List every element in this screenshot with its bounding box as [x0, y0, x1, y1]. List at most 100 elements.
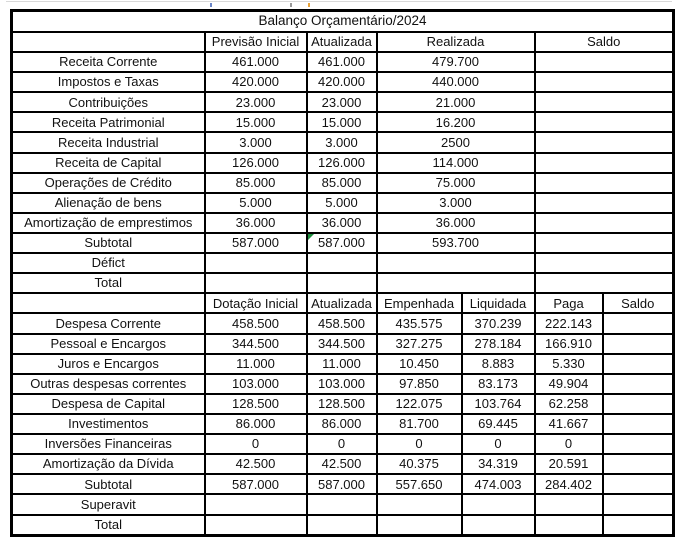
table-title[interactable]: Balanço Orçamentário/2024: [10, 9, 675, 33]
col-header-saldo[interactable]: Saldo: [601, 292, 675, 315]
cell-saldo[interactable]: [533, 252, 675, 275]
row-label[interactable]: Juros e Encargos: [10, 352, 206, 375]
cell-dotacao[interactable]: 86.000: [203, 413, 308, 436]
cell-atualizada[interactable]: 85.000: [305, 171, 378, 194]
cell-realizada[interactable]: [375, 272, 536, 295]
cell-dotacao[interactable]: 103.000: [203, 372, 308, 395]
row-label[interactable]: Outras despesas correntes: [10, 372, 206, 395]
col-header-atualizada[interactable]: Atualizada: [305, 292, 378, 315]
cell-realizada[interactable]: 593.700: [375, 232, 536, 255]
row-label[interactable]: Alienação de bens: [10, 191, 206, 214]
row-label[interactable]: Contribuições: [10, 91, 206, 114]
row-label[interactable]: Inversões Financeiras: [10, 433, 206, 456]
cell-empenhada[interactable]: [375, 493, 463, 516]
cell-saldo[interactable]: [601, 453, 675, 476]
row-label[interactable]: Amortização da Dívida: [10, 453, 206, 476]
cell-realizada[interactable]: 16.200: [375, 111, 536, 134]
col-header-saldo[interactable]: Saldo: [533, 30, 675, 54]
cell-saldo[interactable]: [533, 171, 675, 194]
cell-realizada[interactable]: 75.000: [375, 171, 536, 194]
cell-empenhada[interactable]: [375, 513, 463, 537]
cell-saldo[interactable]: [601, 473, 675, 496]
cell-saldo[interactable]: [533, 111, 675, 134]
col-header-realizada[interactable]: Realizada: [375, 30, 536, 54]
col-header-empty[interactable]: [10, 292, 206, 315]
cell-previsao[interactable]: [203, 272, 308, 295]
cell-previsao[interactable]: 23.000: [203, 91, 308, 114]
cell-empenhada[interactable]: 557.650: [375, 473, 463, 496]
cell-saldo[interactable]: [601, 413, 675, 436]
cell-paga[interactable]: 49.904: [533, 372, 604, 395]
cell-saldo[interactable]: [533, 71, 675, 94]
cell-dotacao[interactable]: 587.000: [203, 473, 308, 496]
cell-dotacao[interactable]: 458.500: [203, 312, 308, 335]
cell-saldo[interactable]: [601, 312, 675, 335]
cell-paga[interactable]: 5.330: [533, 352, 604, 375]
cell-saldo[interactable]: [601, 372, 675, 395]
cell-realizada[interactable]: [375, 252, 536, 275]
cell-dotacao[interactable]: 344.500: [203, 332, 308, 355]
cell-realizada[interactable]: 2500: [375, 131, 536, 154]
cell-paga[interactable]: 222.143: [533, 312, 604, 335]
cell-empenhada[interactable]: 0: [375, 433, 463, 456]
cell-realizada[interactable]: 36.000: [375, 211, 536, 235]
cell-atualizada[interactable]: [305, 513, 378, 537]
cell-realizada[interactable]: 21.000: [375, 91, 536, 114]
cell-saldo[interactable]: [601, 433, 675, 456]
cell-paga[interactable]: 0: [533, 433, 604, 456]
row-label[interactable]: Superavit: [10, 493, 206, 516]
cell-saldo[interactable]: [533, 272, 675, 295]
cell-empenhada[interactable]: 97.850: [375, 372, 463, 395]
cell-empenhada[interactable]: 435.575: [375, 312, 463, 335]
cell-saldo[interactable]: [533, 131, 675, 154]
cell-saldo[interactable]: [533, 51, 675, 74]
cell-saldo[interactable]: [533, 191, 675, 214]
cell-paga[interactable]: 166.910: [533, 332, 604, 355]
cell-liquidada[interactable]: 83.173: [460, 372, 536, 395]
cell-realizada[interactable]: 114.000: [375, 151, 536, 174]
cell-atualizada[interactable]: 15.000: [305, 111, 378, 134]
cell-paga[interactable]: [533, 513, 604, 537]
cell-saldo[interactable]: [601, 513, 675, 537]
cell-liquidada[interactable]: 278.184: [460, 332, 536, 355]
cell-realizada[interactable]: 479.700: [375, 51, 536, 74]
cell-atualizada[interactable]: 344.500: [305, 332, 378, 355]
row-label[interactable]: Despesa Corrente: [10, 312, 206, 335]
row-label[interactable]: Subtotal: [10, 232, 206, 255]
col-header-atualizada[interactable]: Atualizada: [305, 30, 378, 54]
cell-atualizada[interactable]: 458.500: [305, 312, 378, 335]
cell-previsao[interactable]: 5.000: [203, 191, 308, 214]
cell-empenhada[interactable]: 122.075: [375, 392, 463, 416]
cell-liquidada[interactable]: 34.319: [460, 453, 536, 476]
cell-realizada[interactable]: 440.000: [375, 71, 536, 94]
row-label[interactable]: Despesa de Capital: [10, 392, 206, 416]
cell-empenhada[interactable]: 81.700: [375, 413, 463, 436]
cell-empenhada[interactable]: 40.375: [375, 453, 463, 476]
cell-atualizada[interactable]: 11.000: [305, 352, 378, 375]
cell-dotacao[interactable]: 0: [203, 433, 308, 456]
cell-atualizada[interactable]: 0: [305, 433, 378, 456]
cell-paga[interactable]: 284.402: [533, 473, 604, 496]
cell-liquidada[interactable]: 370.239: [460, 312, 536, 335]
cell-previsao[interactable]: 85.000: [203, 171, 308, 194]
col-header-empty[interactable]: [10, 30, 206, 54]
cell-previsao[interactable]: [203, 252, 308, 275]
cell-atualizada[interactable]: 5.000: [305, 191, 378, 214]
cell-dotacao[interactable]: [203, 493, 308, 516]
cell-empenhada[interactable]: 327.275: [375, 332, 463, 355]
col-header-dotacao-inicial[interactable]: Dotação Inicial: [203, 292, 308, 315]
cell-saldo[interactable]: [601, 493, 675, 516]
cell-liquidada[interactable]: [460, 513, 536, 537]
row-label[interactable]: Receita Industrial: [10, 131, 206, 154]
row-label[interactable]: Subtotal: [10, 473, 206, 496]
cell-paga[interactable]: 41.667: [533, 413, 604, 436]
cell-previsao[interactable]: 420.000: [203, 71, 308, 94]
row-label[interactable]: Pessoal e Encargos: [10, 332, 206, 355]
cell-atualizada[interactable]: 461.000: [305, 51, 378, 74]
cell-previsao[interactable]: 587.000: [203, 232, 308, 255]
cell-previsao[interactable]: 3.000: [203, 131, 308, 154]
row-label[interactable]: Receita de Capital: [10, 151, 206, 174]
cell-atualizada[interactable]: 3.000: [305, 131, 378, 154]
cell-liquidada[interactable]: 0: [460, 433, 536, 456]
col-header-liquidada[interactable]: Liquidada: [460, 292, 536, 315]
